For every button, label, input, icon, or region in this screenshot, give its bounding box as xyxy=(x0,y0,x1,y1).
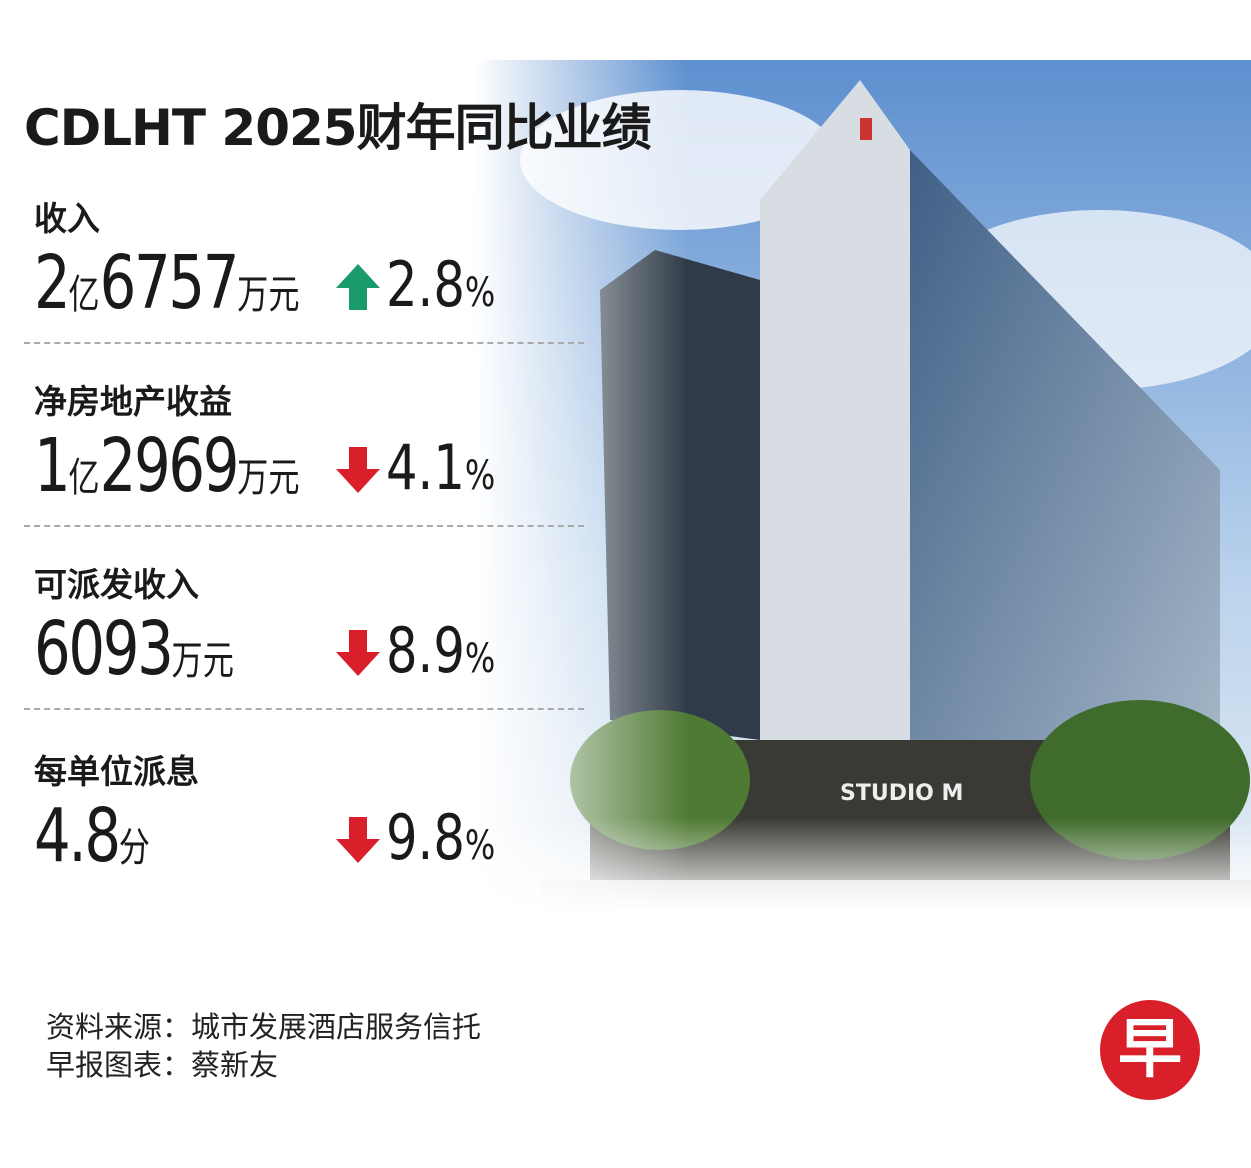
title: CDLHT 2025财年同比业绩 xyxy=(24,99,652,157)
change-unit: % xyxy=(464,453,496,499)
item-value: 1亿2969万元 xyxy=(34,423,300,509)
change-value: 9.8 xyxy=(386,801,465,874)
source: 资料来源：城市发展酒店服务信托 xyxy=(46,1010,482,1044)
item-value: 2亿6757万元 xyxy=(34,240,300,326)
item-label: 每单位派息 xyxy=(34,752,199,791)
item-change: 8.9% xyxy=(386,620,495,682)
item-change: 4.1% xyxy=(386,437,495,499)
item-label: 净房地产收益 xyxy=(34,382,232,421)
change-unit: % xyxy=(464,270,496,316)
direction-arrow xyxy=(336,817,380,863)
separator xyxy=(24,525,584,527)
item-value: 6093万元 xyxy=(34,606,234,692)
separator xyxy=(24,342,584,344)
item-change: 9.8% xyxy=(386,807,495,869)
change-value: 8.9 xyxy=(386,614,465,687)
logo: 早 xyxy=(1100,1000,1200,1100)
change-value: 2.8 xyxy=(386,248,465,321)
direction-arrow xyxy=(336,264,380,310)
item-change: 2.8% xyxy=(386,254,495,316)
change-value: 4.1 xyxy=(386,431,465,504)
direction-arrow xyxy=(336,630,380,676)
item-label: 可派发收入 xyxy=(34,565,199,604)
item-value: 4.8分 xyxy=(34,793,150,879)
item-label: 收入 xyxy=(34,199,100,238)
change-unit: % xyxy=(464,636,496,682)
separator xyxy=(24,708,584,710)
change-unit: % xyxy=(464,823,496,869)
direction-arrow xyxy=(336,447,380,493)
credit: 早报图表：蔡新友 xyxy=(46,1048,279,1082)
